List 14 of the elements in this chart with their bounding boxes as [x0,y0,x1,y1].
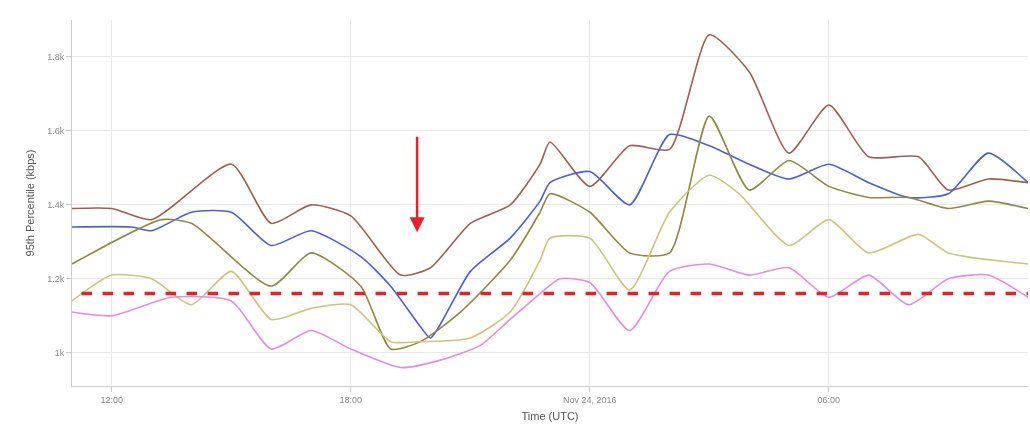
x-axis-title: Time (UTC) [521,410,579,422]
y-tick-label: 1.8k [47,52,65,63]
y-tick-label: 1.4k [47,200,65,210]
x-tick-label: 12:00 [100,394,124,405]
x-tick-label: Nov 24, 2016 [563,394,617,405]
x-tick-label: 18:00 [339,394,363,405]
y-tick-label: 1k [54,347,65,358]
y-tick-label: 1.6k [47,126,65,137]
line-series [72,174,1028,344]
line-series [72,33,1028,276]
x-tick-label: 06:00 [817,394,841,405]
y-axis-title: 95th Percentile (kbps) [23,149,36,257]
y-tick-label: 1.2k [47,273,65,284]
line-series [72,263,1028,369]
